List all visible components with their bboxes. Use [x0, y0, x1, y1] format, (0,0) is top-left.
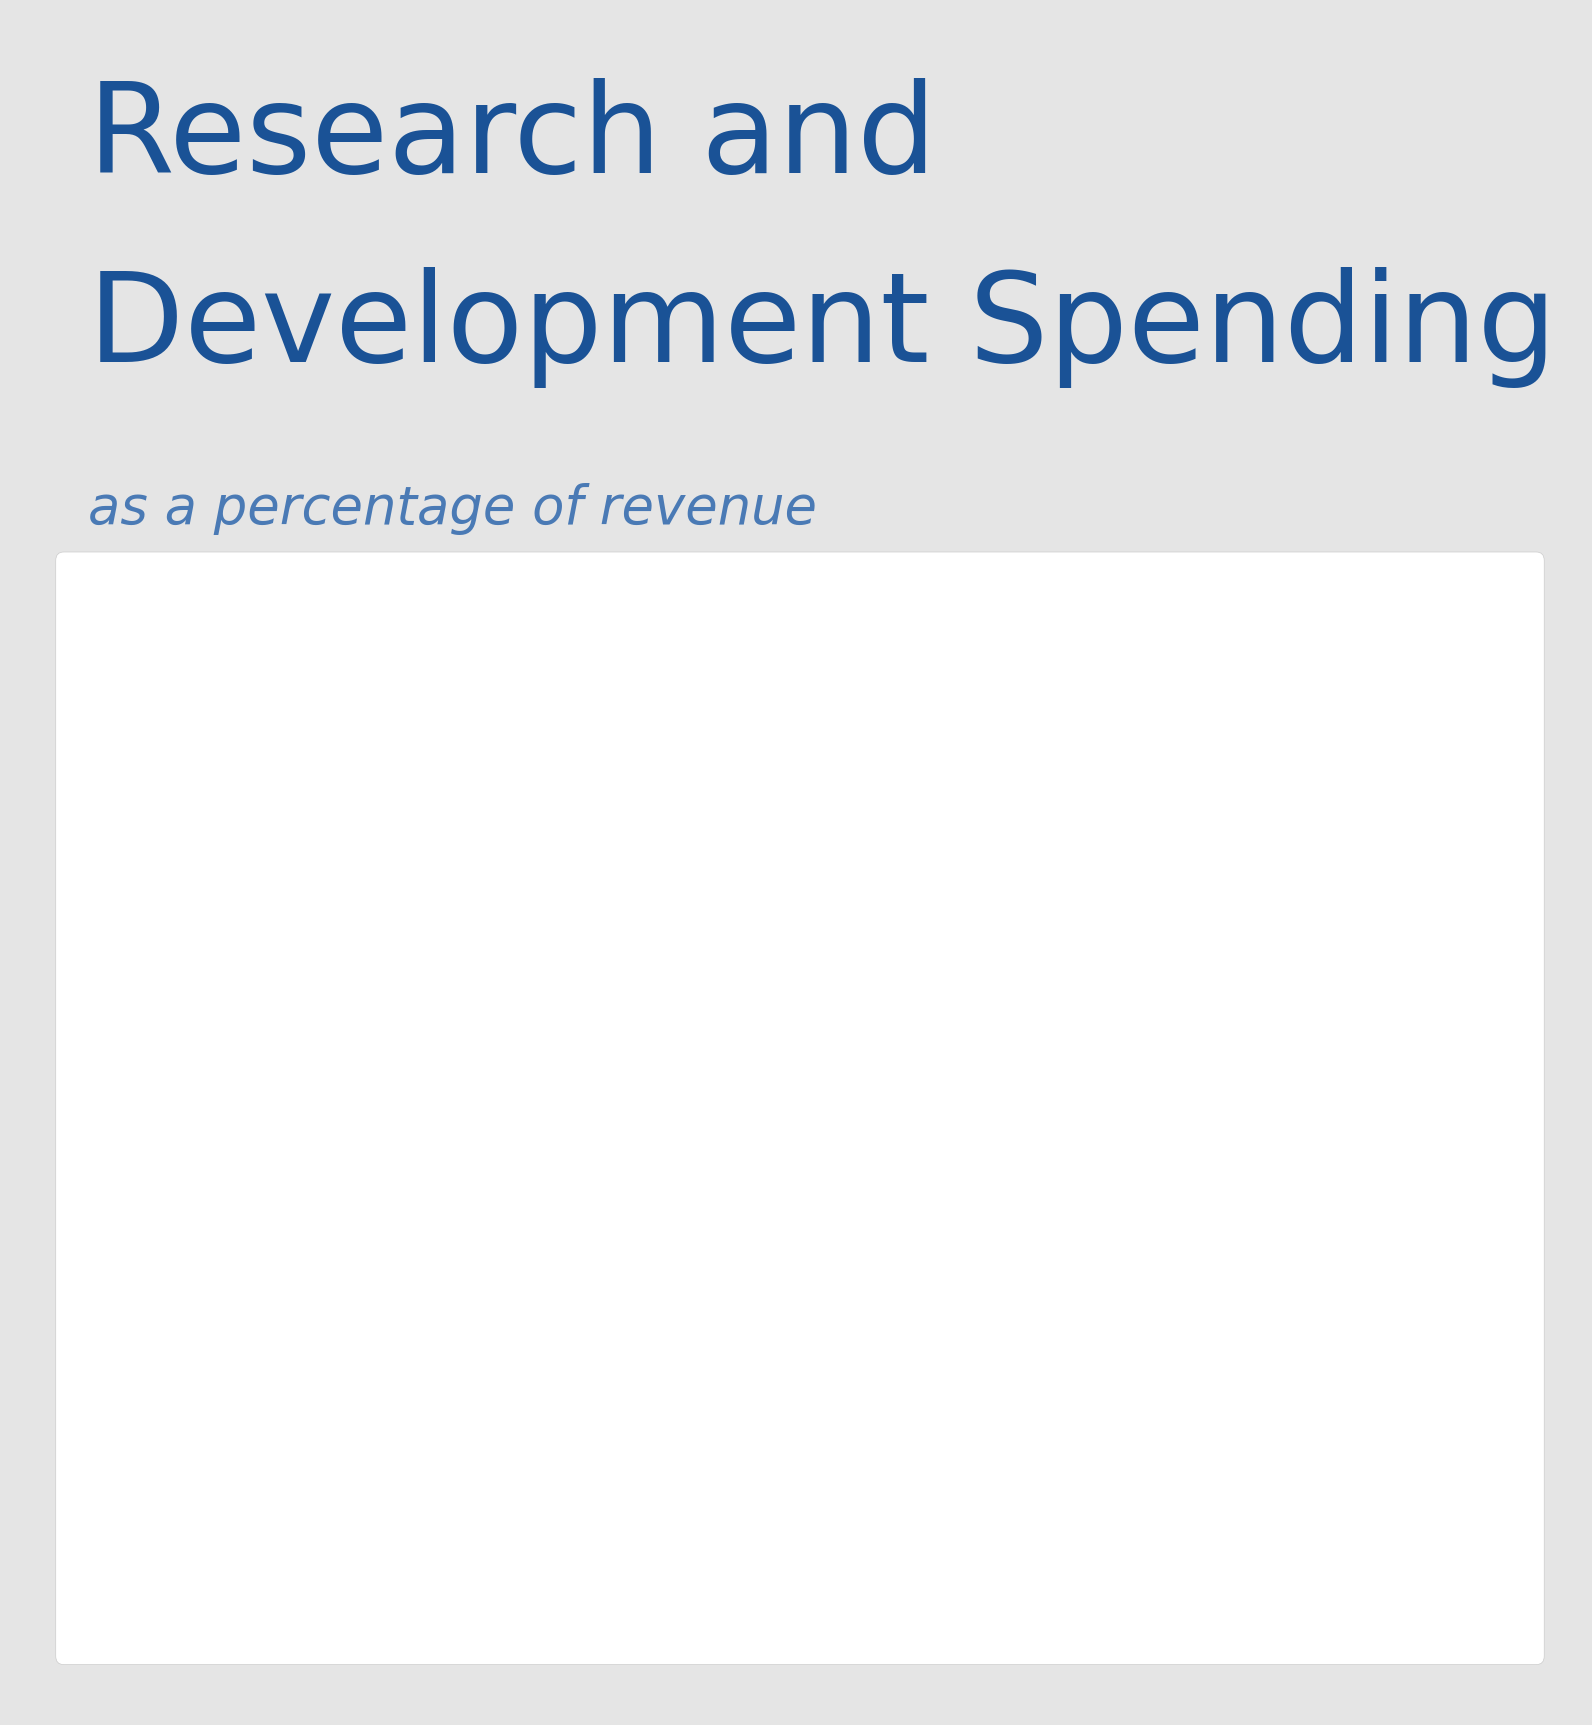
Bar [1129, 825, 1253, 1535]
Bar [170, 932, 295, 1535]
Bar [363, 895, 487, 1535]
Text: 1.7%: 1.7% [180, 878, 285, 921]
Bar [938, 788, 1062, 1535]
Text: 2.0%: 2.0% [1138, 771, 1245, 814]
Text: 1.9%: 1.9% [1331, 807, 1436, 849]
Text: 2.0%: 2.0% [564, 771, 669, 814]
Text: 1.8%: 1.8% [371, 844, 478, 885]
Bar [554, 825, 678, 1535]
Text: Development Spending: Development Spending [88, 267, 1557, 388]
Bar [745, 825, 871, 1535]
Text: 2.1%: 2.1% [947, 737, 1052, 778]
Text: Research and: Research and [88, 78, 936, 198]
Text: 2.0%: 2.0% [755, 771, 861, 814]
Bar [1321, 861, 1446, 1535]
Text: as a percentage of revenue: as a percentage of revenue [88, 483, 817, 535]
